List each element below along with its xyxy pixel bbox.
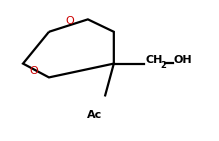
- Text: O: O: [65, 16, 74, 26]
- Text: 2: 2: [160, 61, 166, 70]
- Text: OH: OH: [174, 55, 193, 65]
- Text: CH: CH: [145, 55, 162, 65]
- Text: O: O: [29, 66, 38, 76]
- Text: Ac: Ac: [87, 110, 102, 120]
